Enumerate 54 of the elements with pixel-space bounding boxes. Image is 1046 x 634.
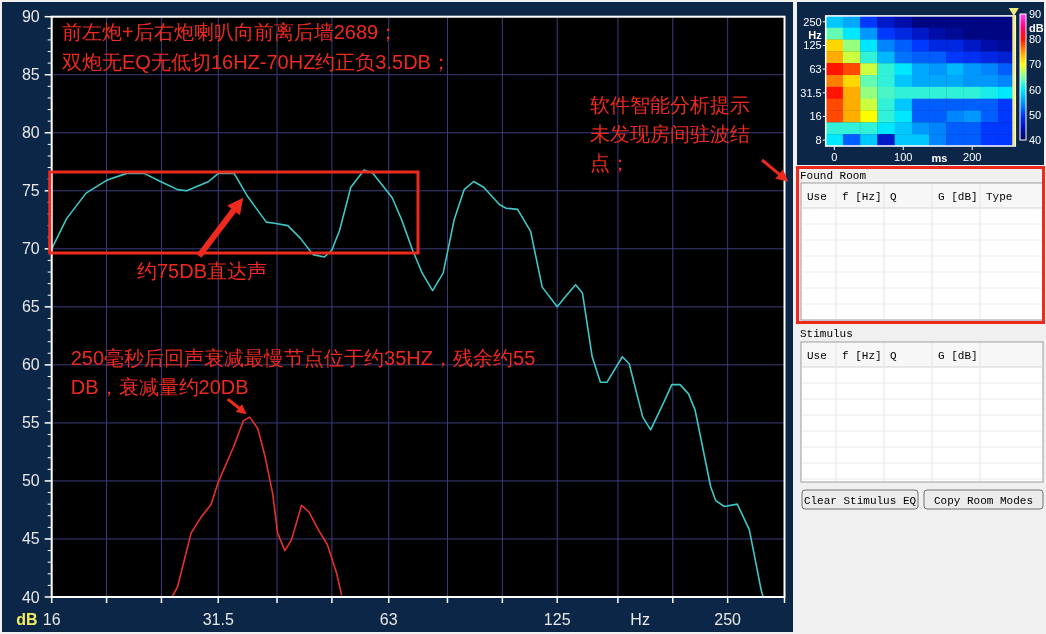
y-tick-label: 75: [21, 182, 40, 200]
annotation: 约75DB直达声: [137, 259, 268, 282]
text: Copy Room Modes: [933, 494, 1034, 507]
y-tick-label: 63: [809, 63, 822, 76]
x-tick-label: 0: [831, 151, 838, 163]
x-tick-label: 16: [42, 611, 61, 628]
y-tick-label: 70: [21, 240, 40, 258]
y-tick-label: 60: [21, 356, 40, 374]
y-tick-label: 40: [21, 588, 40, 606]
text: Stimulus: [800, 328, 853, 340]
y-tick-label: 8: [815, 134, 822, 147]
y-tick-label: 80: [21, 124, 40, 142]
text: Q: [890, 349, 897, 362]
y-tick-label: 50: [21, 472, 40, 490]
x-tick-label: 250: [714, 611, 742, 628]
text: G [dB]: [938, 190, 978, 203]
text: Found Room: [800, 170, 867, 182]
text: Use: [807, 349, 827, 362]
annotation: 双炮无EQ无低切16HZ-70HZ约正负3.5DB；: [62, 51, 451, 73]
x-tick-label: 63: [379, 611, 398, 628]
y-tick-label: 55: [21, 414, 40, 432]
color-bar-label: 60: [1029, 83, 1042, 96]
y-tick-label: 16: [809, 110, 822, 123]
color-bar-label: 50: [1029, 108, 1042, 121]
y-axis-title: Hz: [808, 29, 823, 42]
y-tick-label: 125: [803, 39, 822, 52]
color-bar-title: dB: [1029, 21, 1044, 34]
y-tick-label: 85: [21, 66, 40, 84]
annotation: 250毫秒后回声衰减最慢节点位于约35HZ，残余约55DB，衰减量约20DB: [70, 347, 536, 399]
y-tick-label: 45: [21, 530, 40, 548]
x-tick-label: 31.5: [202, 611, 234, 628]
text: f [Hz]: [842, 349, 882, 362]
text: f [Hz]: [842, 190, 882, 203]
annotation: 软件智能分析提示未发现房间驻波结点；: [590, 94, 750, 174]
y-tick-label: 31.5: [800, 86, 822, 99]
x-axis-title: ms: [931, 152, 948, 164]
text: Q: [890, 190, 897, 203]
x-axis-title: Hz: [630, 611, 650, 628]
y-axis-title: dB: [16, 611, 38, 628]
color-bar-label: 90: [1029, 8, 1042, 20]
text: Type: [986, 190, 1013, 203]
text: Use: [807, 190, 827, 203]
annotation: 前左炮+后右炮喇叭向前离后墙2689；: [62, 21, 399, 43]
text: Clear Stimulus EQ: [803, 494, 917, 507]
x-tick-label: 125: [543, 611, 571, 628]
color-bar-label: 40: [1029, 134, 1042, 146]
y-tick-label: 65: [21, 298, 40, 316]
x-tick-label: 100: [894, 151, 913, 163]
y-tick-label: 90: [21, 8, 40, 26]
y-tick-label: 250: [803, 15, 822, 28]
color-bar-label: 80: [1029, 33, 1042, 46]
color-bar-label: 70: [1029, 58, 1042, 71]
x-tick-label: 200: [963, 151, 982, 163]
text: G [dB]: [938, 349, 978, 362]
